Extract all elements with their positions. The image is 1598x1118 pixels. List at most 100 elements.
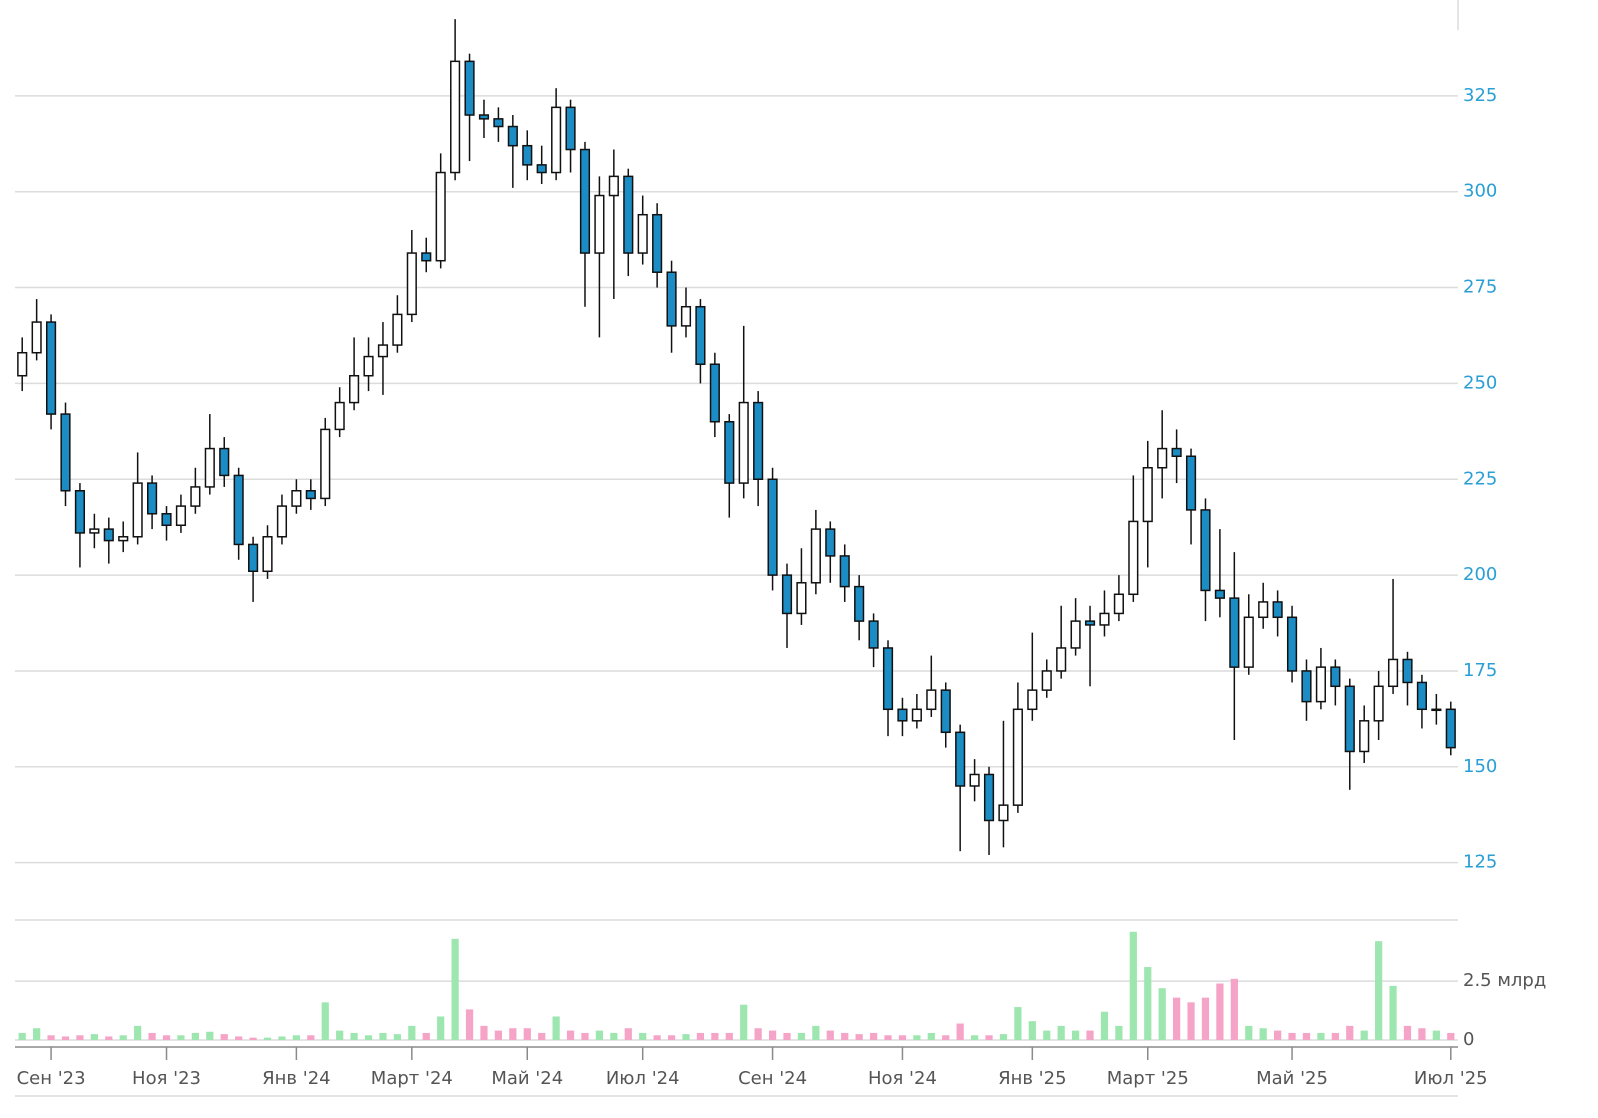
volume-bar — [1418, 1028, 1426, 1040]
candle-body — [175, 505, 187, 527]
candle-body — [825, 528, 836, 557]
volume-bar — [494, 1030, 503, 1040]
volume-bar — [249, 1037, 257, 1040]
candle-body — [219, 447, 230, 477]
candle-body — [74, 490, 86, 534]
volume-bar — [235, 1036, 243, 1040]
volume-bar — [898, 1035, 907, 1040]
candle-body — [1027, 689, 1038, 711]
candle-body — [1387, 658, 1399, 688]
volume-bar — [682, 1034, 690, 1040]
candle-body — [1142, 467, 1153, 523]
candle-body — [1243, 616, 1254, 668]
candle-body — [248, 543, 259, 573]
x-tick-label: Март '25 — [1107, 1068, 1189, 1089]
volume-bar — [826, 1030, 834, 1040]
volume-bar — [1432, 1030, 1440, 1040]
candle-body — [1171, 447, 1182, 458]
y-tick-label: 225 — [1463, 468, 1497, 489]
volume-bar — [148, 1032, 156, 1040]
volume-bar — [754, 1028, 762, 1040]
volume-bar — [1014, 1007, 1022, 1040]
volume-bar — [119, 1035, 127, 1040]
volume-bar — [1331, 1032, 1339, 1040]
x-tick-label: Ноя '23 — [132, 1068, 201, 1089]
volume-bar — [1375, 941, 1383, 1040]
candle-body — [349, 374, 360, 404]
candle-body — [363, 355, 374, 377]
volume-bar — [1187, 1002, 1195, 1040]
candle-body — [724, 420, 735, 484]
volume-bar — [552, 1016, 560, 1040]
volume-bar — [336, 1030, 344, 1040]
volume-bar — [263, 1037, 272, 1040]
candle-body — [522, 144, 533, 166]
volume-bar — [1216, 983, 1224, 1040]
volume-bar — [177, 1035, 185, 1040]
volume-bar — [985, 1035, 993, 1040]
candle-body — [695, 305, 706, 365]
volume-bar — [1043, 1030, 1051, 1040]
volume-bar — [1129, 931, 1137, 1040]
volume-bar — [76, 1035, 84, 1040]
candle-body — [810, 528, 821, 584]
volume-bar — [812, 1025, 820, 1040]
volume-bar — [379, 1032, 387, 1040]
candle-body — [781, 574, 793, 615]
volume-bar — [1158, 988, 1166, 1040]
volume-bar — [970, 1035, 979, 1040]
volume-bar — [1360, 1030, 1368, 1040]
candle-body — [1200, 509, 1211, 592]
candle-body — [926, 689, 937, 711]
candle-body — [1445, 708, 1456, 749]
volume-bar — [956, 1023, 964, 1040]
candle-body — [17, 351, 28, 377]
candle-body — [118, 536, 129, 542]
candle-body — [666, 271, 677, 327]
candle-body — [854, 585, 865, 622]
candle-body — [767, 478, 778, 576]
candle-body — [190, 486, 201, 507]
x-tick-label: Янв '24 — [262, 1068, 330, 1089]
candle-body — [204, 447, 215, 488]
x-tick-label: Сен '23 — [17, 1068, 86, 1089]
volume-bar — [942, 1035, 950, 1040]
volume-bar — [1086, 1030, 1094, 1040]
candle-body — [1041, 670, 1052, 691]
volume-bar — [581, 1032, 589, 1040]
volume-bar — [350, 1032, 358, 1040]
candle-body — [421, 252, 432, 262]
volume-bar — [1144, 967, 1152, 1040]
volume-bar — [696, 1032, 705, 1040]
candle-body — [1185, 455, 1197, 511]
volume-bar — [855, 1034, 863, 1040]
y-tick-label: 125 — [1463, 852, 1497, 873]
volume-bar — [422, 1032, 430, 1040]
volume-bar — [162, 1035, 171, 1040]
y-tick-label: 175 — [1463, 660, 1497, 681]
volume-bar — [884, 1035, 892, 1040]
volume-bar — [639, 1032, 647, 1040]
volume-bar — [538, 1032, 546, 1040]
candle-body — [1128, 520, 1139, 596]
volume-bar — [667, 1035, 676, 1040]
volume-bar — [768, 1030, 777, 1040]
y-tick-label: 325 — [1463, 85, 1497, 106]
y-tick-label: 275 — [1463, 277, 1497, 298]
candle-body — [998, 804, 1009, 822]
candle-body — [1344, 685, 1355, 753]
candle-body — [1012, 708, 1023, 806]
volume-bar — [134, 1025, 142, 1040]
candle-body — [60, 413, 71, 492]
x-tick-label: Сен '24 — [738, 1068, 807, 1089]
volume-bar — [509, 1028, 517, 1040]
candle-body — [594, 194, 605, 254]
candle-body — [507, 125, 518, 147]
candle-body — [320, 428, 331, 500]
x-tick-label: Март '24 — [371, 1068, 453, 1089]
candle-body — [955, 731, 966, 787]
volume-bar — [1346, 1025, 1354, 1040]
volume-bar — [206, 1031, 214, 1040]
x-tick-label: Ноя '24 — [868, 1068, 937, 1089]
volume-bar — [595, 1030, 604, 1040]
